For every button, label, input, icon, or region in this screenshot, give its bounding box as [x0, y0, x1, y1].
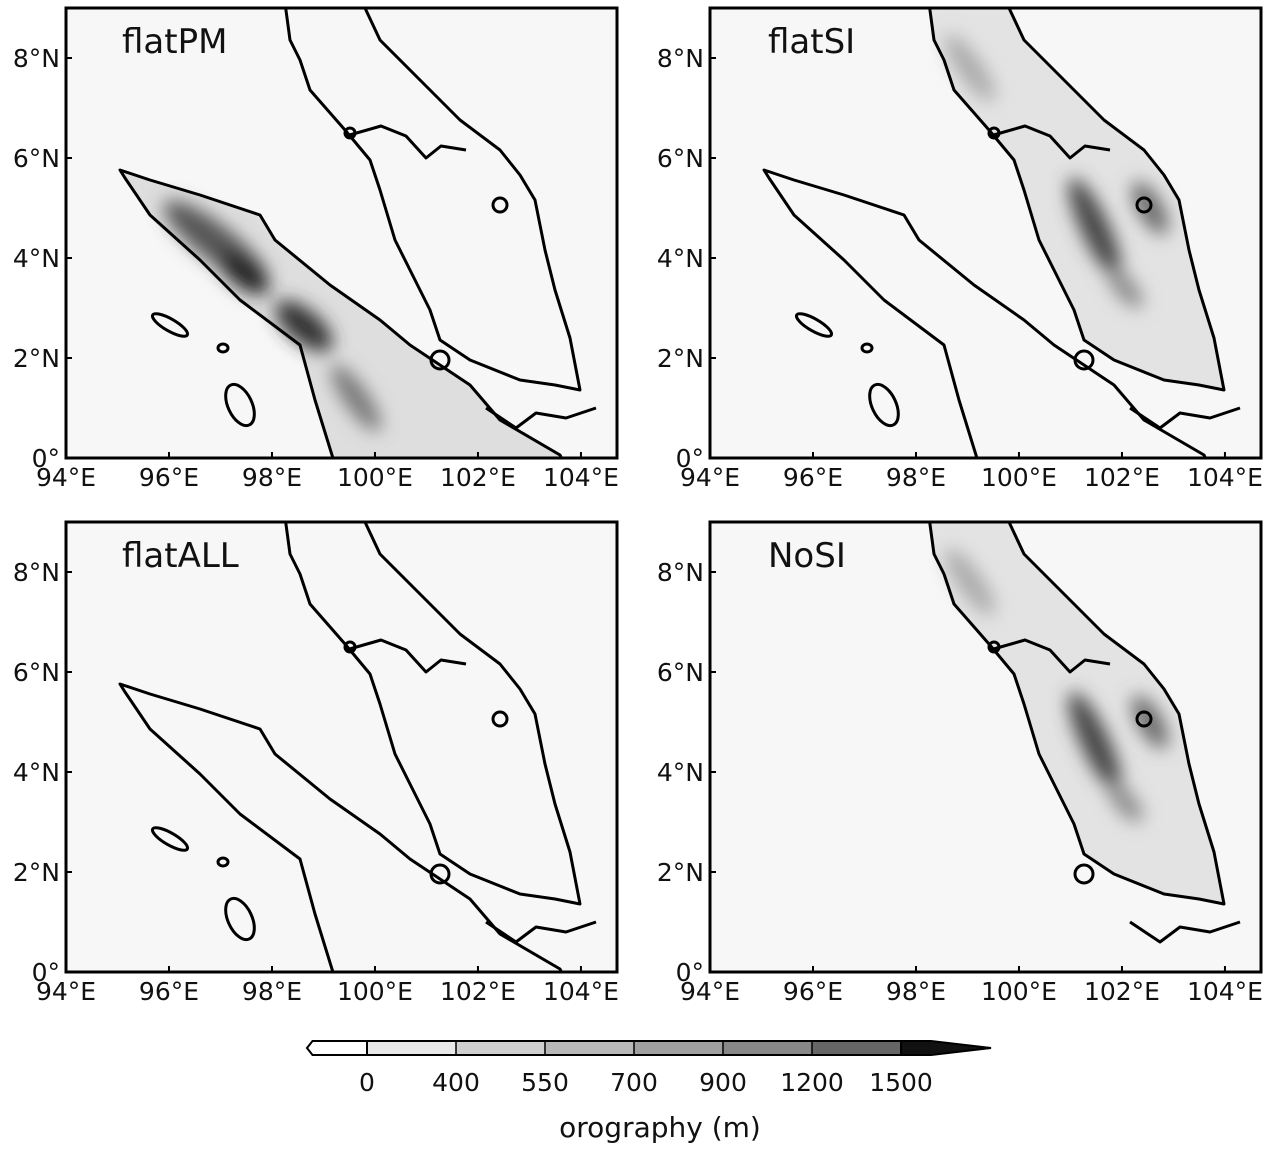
colorbar-extend: [305, 1040, 368, 1056]
colorbar-extend: [900, 1040, 992, 1056]
x-tick-label: 104°E: [543, 463, 619, 492]
y-tick-label: 8°N: [13, 558, 60, 587]
colorbar-tick-label: 700: [610, 1068, 658, 1097]
x-tick-label: 104°E: [543, 977, 619, 1006]
x-tick-label: 94°E: [36, 977, 96, 1006]
x-tick-label: 104°E: [1187, 977, 1263, 1006]
x-tick-label: 94°E: [36, 463, 96, 492]
colorbar-tick-label: 1500: [869, 1068, 933, 1097]
y-tick-label: 6°N: [13, 144, 60, 173]
x-tick-label: 96°E: [139, 977, 199, 1006]
x-tick-label: 94°E: [680, 463, 740, 492]
x-tick-label: 102°E: [1084, 463, 1160, 492]
y-tick-label: 8°N: [657, 44, 704, 73]
x-tick-label: 94°E: [680, 977, 740, 1006]
y-tick-label: 0°: [32, 958, 60, 987]
x-tick-label: 96°E: [783, 977, 843, 1006]
x-tick-label: 100°E: [337, 977, 413, 1006]
map-panel: NoSI: [708, 520, 1263, 974]
x-tick-label: 102°E: [440, 463, 516, 492]
y-tick-label: 2°N: [13, 344, 60, 373]
x-tick-label: 96°E: [139, 463, 199, 492]
colorbar-segment: [367, 1041, 456, 1055]
x-tick-label: 104°E: [1187, 463, 1263, 492]
y-tick-label: 6°N: [657, 658, 704, 687]
y-tick-label: 4°N: [657, 758, 704, 787]
x-tick-label: 102°E: [440, 977, 516, 1006]
panel-title: flatALL: [122, 536, 239, 576]
colorbar-segment: [812, 1041, 901, 1055]
y-tick-label: 6°N: [657, 144, 704, 173]
x-tick-label: 100°E: [981, 977, 1057, 1006]
colorbar-tick-label: 550: [521, 1068, 569, 1097]
y-tick-label: 8°N: [657, 558, 704, 587]
y-tick-label: 2°N: [657, 858, 704, 887]
x-tick-label: 102°E: [1084, 977, 1160, 1006]
y-tick-label: 0°: [676, 958, 704, 987]
colorbar-tick-label: 400: [432, 1068, 480, 1097]
colorbar-segment: [545, 1041, 634, 1055]
colorbar-segment: [634, 1041, 723, 1055]
panel-title: NoSI: [768, 536, 846, 576]
y-tick-label: 0°: [32, 444, 60, 473]
x-tick-label: 98°E: [242, 463, 302, 492]
y-tick-label: 4°N: [657, 244, 704, 273]
x-tick-label: 98°E: [886, 463, 946, 492]
panel-title: flatPM: [122, 22, 227, 62]
y-tick-label: 8°N: [13, 44, 60, 73]
colorbar-segment: [723, 1041, 812, 1055]
y-tick-label: 2°N: [13, 858, 60, 887]
colorbar-label: orography (m): [559, 1111, 761, 1144]
map-panel: flatSI: [708, 6, 1263, 460]
colorbar-tick-label: 900: [699, 1068, 747, 1097]
map-panel: flatPM: [64, 6, 619, 460]
panel-title: flatSI: [768, 22, 855, 62]
x-tick-label: 100°E: [337, 463, 413, 492]
map-panel: flatALL: [64, 520, 619, 974]
y-tick-label: 2°N: [657, 344, 704, 373]
x-tick-label: 96°E: [783, 463, 843, 492]
y-tick-label: 4°N: [13, 244, 60, 273]
y-tick-label: 0°: [676, 444, 704, 473]
colorbar-segment: [456, 1041, 545, 1055]
colorbar-tick-label: 1200: [780, 1068, 844, 1097]
x-tick-label: 100°E: [981, 463, 1057, 492]
x-tick-label: 98°E: [242, 977, 302, 1006]
y-tick-label: 4°N: [13, 758, 60, 787]
y-tick-label: 6°N: [13, 658, 60, 687]
x-tick-label: 98°E: [886, 977, 946, 1006]
colorbar-tick-label: 0: [359, 1068, 375, 1097]
